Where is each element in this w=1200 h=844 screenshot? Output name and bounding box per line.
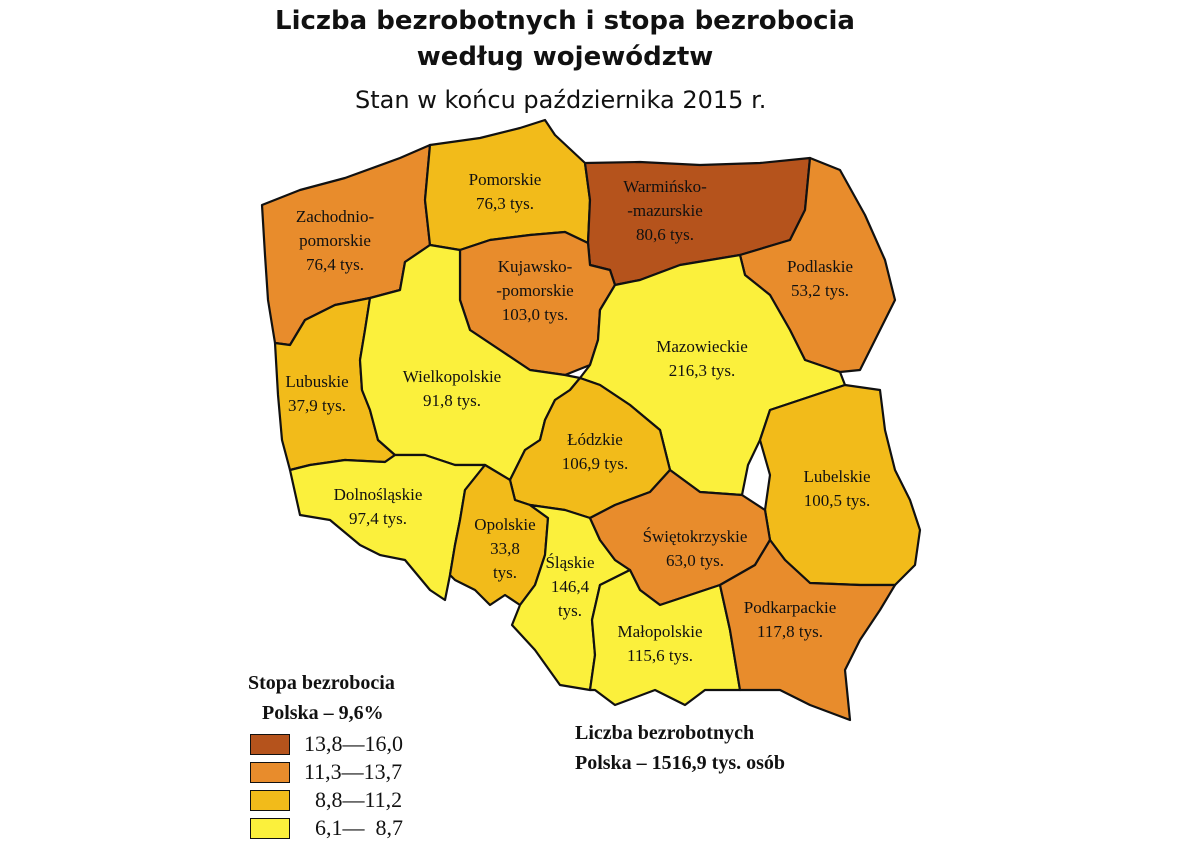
legend-swatch [250,789,290,811]
label-dolnoslaskie: Dolnośląskie 97,4 tys. [334,485,423,528]
map-subtitle: Stan w końcu października 2015 r. [355,86,767,114]
legend-national-rate: Polska – 9,6% [262,702,384,724]
label-opolskie: Opolskie 33,8 tys. [474,515,535,582]
label-lubelskie: Lubelskie 100,5 tys. [803,467,870,510]
label-lubuskie: Lubuskie 37,9 tys. [285,372,348,415]
legend-label: 8,8—11,2 [304,787,403,812]
label-podlaskie: Podlaskie 53,2 tys. [787,257,853,300]
region-mazowieckie[interactable] [578,253,847,497]
label-podkarpackie: Podkarpackie 117,8 tys. [744,598,837,641]
label-mazowieckie: Mazowieckie 216,3 tys. [656,337,748,380]
label-zachodniopomorskie: Zachodnio-pomorskie 76,4 tys. [296,207,375,274]
region-labels: Zachodnio-pomorskie 76,4 tys. Pomorskie 76… [285,170,870,665]
count-heading: Liczba bezrobotnych [575,722,755,744]
legend-swatch [250,733,290,755]
label-lodzkie: Łódzkie 106,9 tys. [562,430,629,473]
label-malopolskie: Małopolskie 115,6 tys. [618,622,703,665]
legend-swatch [250,761,290,783]
legend-item: 6,1— 8,7 [250,815,403,840]
label-warminsko-mazurskie: Warmińsko--mazurskie 80,6 tys. [623,177,707,244]
region-opolskie[interactable] [448,463,550,607]
legend-label: 13,8—16,0 [304,731,403,756]
region-podkarpackie[interactable] [718,538,897,722]
map-title-line2: według województw [416,42,714,72]
region-malopolskie[interactable] [588,568,742,707]
legend-item: 11,3—13,7 [250,759,403,784]
legend-swatch [250,817,290,839]
legend-label: 6,1— 8,7 [304,815,403,840]
label-wielkopolskie: Wielkopolskie 91,8 tys. [403,367,501,410]
label-kujawsko-pomorskie: Kujawsko--pomorskie 103,0 tys. [496,257,573,324]
legend-item: 13,8—16,0 [250,731,403,756]
label-slaskie: Śląskie 146,4 tys. [545,553,594,620]
legend-label: 11,3—13,7 [304,759,403,784]
legend-heading: Stopa bezrobocia [248,672,395,694]
count-national-total: Polska – 1516,9 tys. osób [575,752,786,774]
legend-item: 8,8—11,2 [250,787,403,812]
label-swietokrzyskie: Świętokrzyskie 63,0 tys. [643,527,748,570]
map-title-line1: Liczba bezrobotnych i stopa bezrobocia [275,6,855,36]
label-pomorskie: Pomorskie 76,3 tys. [469,170,542,213]
